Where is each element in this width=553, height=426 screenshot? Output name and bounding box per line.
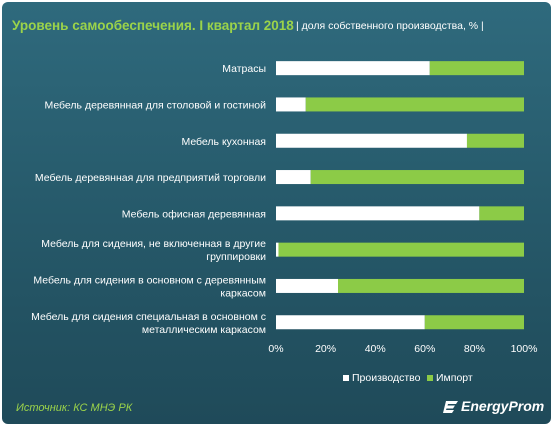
energyprom-logo: EnergyProm	[443, 398, 544, 414]
category-label-line: Мебель деревянная для столовой и гостино…	[44, 99, 266, 111]
legend-label-production: Производство	[352, 372, 421, 384]
category-label-line: каркасом	[220, 287, 266, 299]
bar-import	[305, 97, 524, 112]
category-label: Мебель деревянная для столовой и гостино…	[44, 99, 266, 111]
chart-title: Уровень самообеспечения. I квартал 2018	[12, 18, 294, 33]
category-label-line: группировки	[206, 251, 266, 263]
bar-import	[338, 278, 524, 293]
bar-production	[276, 97, 306, 112]
logo-mark-icon	[443, 401, 458, 413]
category-label-line: Мебель офисная деревянная	[122, 208, 266, 220]
category-label-line: металлическим каркасом	[142, 324, 266, 336]
category-label-line: Мебель деревянная для предприятий торгов…	[35, 172, 266, 184]
category-label: Мебель кухонная	[181, 136, 266, 148]
bar-production	[276, 278, 338, 293]
category-label: Мебель деревянная для предприятий торгов…	[35, 172, 266, 184]
category-label: Мебель для сидения, не включенная в друг…	[41, 238, 266, 263]
legend-swatch-production	[343, 375, 349, 381]
category-label-line: Мебель для сидения в основном с деревянн…	[33, 274, 266, 286]
legend-label-import: Импорт	[436, 372, 473, 384]
x-tick-label: 20%	[315, 343, 336, 355]
x-tick-label: 80%	[464, 343, 485, 355]
source-note: Источник: КС МНЭ РК	[16, 402, 133, 414]
bar-import	[479, 206, 524, 221]
bar-production	[276, 206, 480, 221]
bar-production	[276, 133, 467, 148]
bar-import	[424, 315, 524, 330]
bar-import	[429, 61, 524, 76]
logo-text: EnergyProm	[461, 398, 545, 414]
x-tick-label: 0%	[268, 343, 283, 355]
x-tick-label: 60%	[414, 343, 435, 355]
bar-production	[276, 315, 425, 330]
bar-import	[278, 242, 524, 257]
chart-subtitle: | доля собственного производства, % |	[296, 20, 484, 32]
category-label-line: Мебель для сидения специальная в основно…	[31, 311, 266, 323]
category-label: Мебель для сидения специальная в основно…	[31, 311, 266, 336]
legend-swatch-import	[427, 375, 433, 381]
bar-production	[276, 242, 279, 257]
category-label-line: Матрасы	[222, 63, 266, 75]
category-label-line: Мебель кухонная	[181, 136, 266, 148]
bar-import	[466, 133, 524, 148]
bar-production	[276, 170, 311, 185]
category-label-line: Мебель для сидения, не включенная в друг…	[41, 238, 266, 250]
x-tick-label: 40%	[365, 343, 386, 355]
bar-production	[276, 61, 430, 76]
x-tick-label: 100%	[511, 343, 538, 355]
category-label: Матрасы	[222, 63, 266, 75]
category-label: Мебель для сидения в основном с деревянн…	[33, 274, 266, 299]
category-label: Мебель офисная деревянная	[122, 208, 266, 220]
bar-import	[310, 170, 524, 185]
